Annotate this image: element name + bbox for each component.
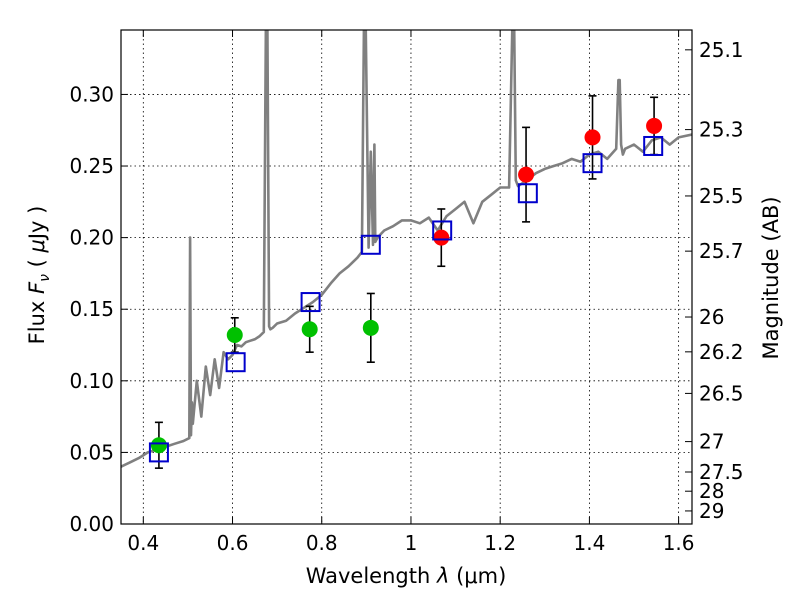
observed-point <box>362 319 379 336</box>
y2-tick-label: 26.5 <box>699 381 744 405</box>
y-tick-label: 0.20 <box>69 226 114 250</box>
x-tick-label: 1.4 <box>573 531 605 555</box>
y2-tick-label: 26 <box>699 305 724 329</box>
y2-tick-label: 26.2 <box>699 340 744 364</box>
observed-point <box>433 229 450 246</box>
x-tick-label: 0.4 <box>127 531 159 555</box>
y-axis: 0.00 0.05 0.10 0.15 0.20 0.25 0.30 <box>69 82 128 536</box>
x-axis: 0.4 0.6 0.8 1 1.2 1.4 1.6 <box>127 30 695 555</box>
x-tick-label: 0.6 <box>217 531 249 555</box>
observed-point <box>301 321 318 338</box>
model-point <box>582 153 603 174</box>
x-tick-label: 1.2 <box>484 531 516 555</box>
plot-frame <box>120 29 693 525</box>
right-axis-title: Magnitude (AB) <box>759 196 783 359</box>
model-point <box>360 234 381 255</box>
model-point <box>643 135 664 156</box>
model-point <box>148 442 169 463</box>
points-layer <box>150 117 663 454</box>
x-axis-title: Wavelength λ (μm) <box>306 564 507 588</box>
error-bars-layer <box>154 95 659 469</box>
observed-point <box>518 166 535 183</box>
model-point <box>300 292 321 313</box>
model-point <box>225 352 246 373</box>
y-tick-label: 0.00 <box>69 512 114 536</box>
y2-tick-label: 28 <box>699 479 724 503</box>
y-tick-label: 0.30 <box>69 82 114 106</box>
observed-point <box>150 437 167 454</box>
y2-tick-label: 27 <box>699 430 724 454</box>
y-tick-label: 0.05 <box>69 440 114 464</box>
y2-tick-label: 25.5 <box>699 184 744 208</box>
model-points-layer <box>148 135 664 463</box>
x-tick-label: 1 <box>405 531 418 555</box>
y2-tick-label: 25.3 <box>699 118 744 142</box>
y2-tick-label: 25.7 <box>699 239 744 263</box>
model-point <box>432 220 453 241</box>
y2-tick-label: 27.5 <box>699 460 744 484</box>
model-point <box>517 183 538 204</box>
y-tick-label: 0.25 <box>69 154 114 178</box>
grid-lines <box>121 30 692 525</box>
y2-tick-label: 29 <box>699 499 724 523</box>
y-tick-label: 0.10 <box>69 369 114 393</box>
y-tick-label: 0.15 <box>69 297 114 321</box>
x-tick-label: 0.8 <box>306 531 338 555</box>
y2-tick-label: 25.1 <box>699 38 744 62</box>
observed-point <box>226 326 243 343</box>
observed-point <box>584 129 601 146</box>
observed-point <box>646 117 663 134</box>
x-tick-label: 1.6 <box>663 531 695 555</box>
y-axis-title: Flux Fν ( μJy ) <box>25 206 53 345</box>
